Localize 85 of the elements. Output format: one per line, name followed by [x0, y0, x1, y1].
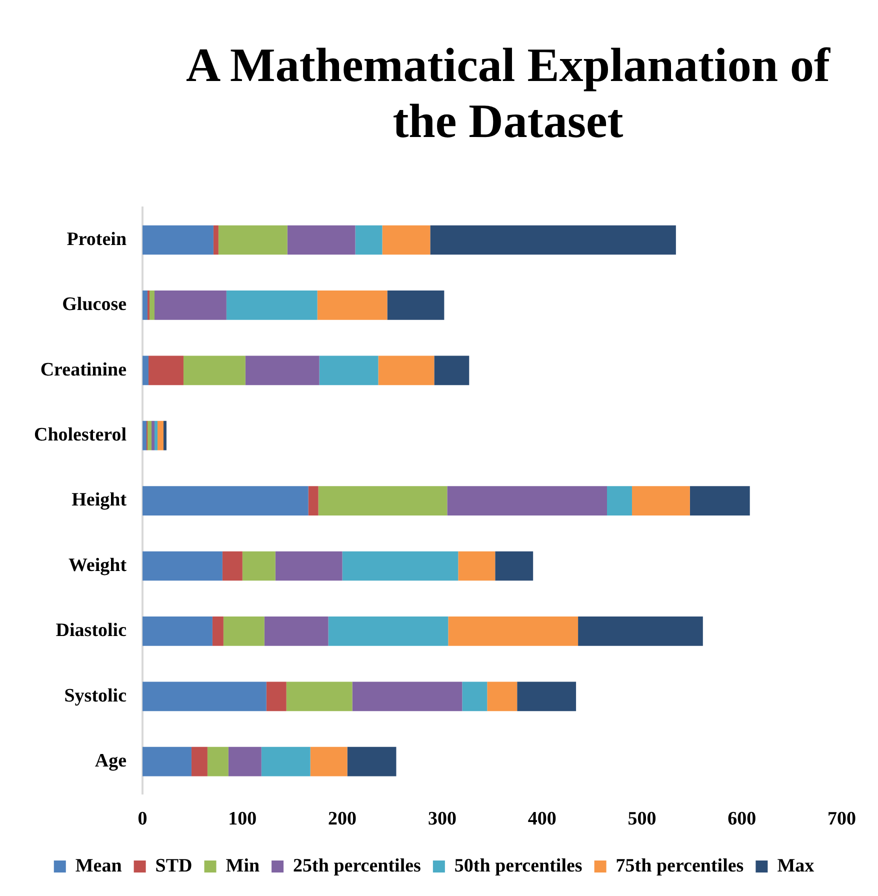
bar: [378, 356, 434, 386]
bar: [142, 616, 212, 646]
y-tick-label: Weight: [68, 554, 128, 576]
y-tick-label: Protein: [66, 228, 127, 250]
y-tick-label: Glucose: [62, 294, 127, 316]
bar: [142, 551, 222, 581]
bar: [517, 682, 576, 712]
x-tick-label: 400: [528, 808, 556, 830]
bar: [607, 486, 632, 516]
bar: [448, 616, 578, 646]
bar: [142, 682, 266, 712]
x-tick-label: 700: [828, 808, 856, 830]
legend-label: Min: [226, 855, 260, 876]
bar: [142, 356, 149, 386]
bar: [154, 290, 226, 320]
bar: [222, 551, 242, 581]
bar: [264, 616, 328, 646]
bar: [152, 420, 155, 450]
bar: [148, 420, 152, 450]
bar: [242, 551, 276, 581]
bar: [142, 486, 308, 516]
bar: [342, 551, 458, 581]
legend-label: 25th percentiles: [293, 855, 421, 876]
bar: [218, 225, 288, 255]
bar: [430, 225, 676, 255]
bar: [319, 356, 378, 386]
bar: [352, 682, 462, 712]
bar: [266, 682, 286, 712]
y-tick-label: Age: [94, 750, 127, 772]
bar: [632, 486, 690, 516]
legend-label: Max: [777, 855, 815, 876]
chart-title: A Mathematical Explanation of the Dataset: [185, 38, 832, 150]
x-tick-label: 100: [228, 808, 257, 830]
bar: [355, 225, 382, 255]
bar: [690, 486, 750, 516]
bar: [382, 225, 430, 255]
bar: [487, 682, 518, 712]
legend-label: STD: [155, 855, 192, 876]
bar: [434, 356, 470, 386]
x-tick-label: 500: [628, 808, 656, 830]
bar: [212, 616, 224, 646]
y-tick-label: Cholesterol: [34, 424, 127, 446]
bar: [310, 746, 348, 776]
y-tick-label: Systolic: [64, 685, 127, 706]
bar: [458, 551, 496, 581]
bar: [154, 420, 158, 450]
bar: [261, 746, 310, 776]
x-tick-label: 600: [728, 808, 756, 830]
bar: [158, 420, 164, 450]
bar: [191, 746, 208, 776]
bar: [228, 746, 262, 776]
bar: [328, 616, 448, 646]
x-tick-label: 200: [328, 808, 357, 830]
bar: [148, 356, 184, 386]
bar: [318, 486, 448, 516]
bar: [287, 225, 356, 255]
bar: [578, 616, 703, 646]
y-tick-label: Creatinine: [40, 359, 127, 380]
bar: [226, 290, 318, 320]
bar: [275, 551, 342, 581]
y-tick-label: Diastolic: [56, 620, 127, 642]
y-tick-label: Height: [72, 490, 128, 511]
legend-label: 50th percentiles: [454, 855, 582, 876]
bar: [317, 290, 388, 320]
bar: [142, 746, 192, 776]
bar: [142, 290, 148, 320]
bar: [207, 746, 228, 776]
bar: [223, 616, 264, 646]
bar: [387, 290, 444, 320]
legend-label: 75th percentiles: [616, 855, 744, 876]
bar: [495, 551, 534, 581]
bar: [308, 486, 318, 516]
bar: [447, 486, 608, 516]
bar: [286, 682, 352, 712]
x-tick-label: 300: [428, 808, 456, 830]
bar: [142, 225, 214, 255]
bar: [164, 420, 166, 450]
bar: [462, 682, 488, 712]
bar: [183, 356, 246, 386]
bar: [245, 356, 320, 386]
legend-label: Mean: [75, 855, 122, 876]
bar: [213, 225, 218, 255]
bar: [150, 290, 155, 320]
bar: [347, 746, 396, 776]
x-tick-label: 0: [138, 808, 148, 830]
